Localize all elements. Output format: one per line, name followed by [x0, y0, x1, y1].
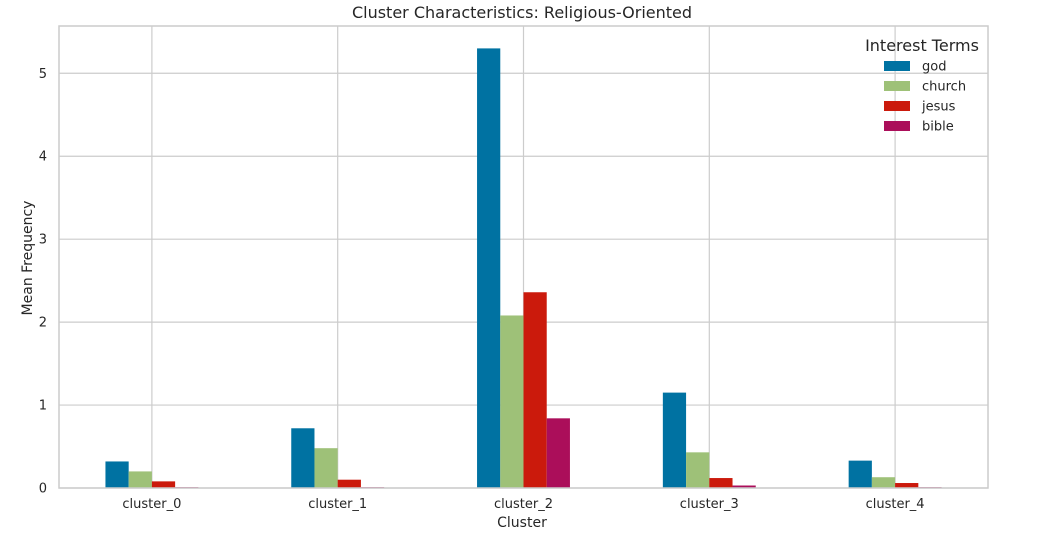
bar-god-cluster_0: [105, 461, 129, 488]
bar-jesus-cluster_1: [337, 479, 361, 488]
x-tick-label: cluster_2: [494, 497, 553, 512]
legend-label: church: [922, 80, 966, 95]
y-tick-label: 1: [39, 399, 47, 414]
legend-swatch-church: [884, 81, 910, 91]
y-axis-label: Mean Frequency: [20, 201, 36, 316]
legend-swatch-god: [884, 61, 910, 71]
legend-items: god church jesus bible: [884, 60, 966, 135]
bar-jesus-cluster_2: [523, 292, 547, 488]
bar-bible-cluster_2: [546, 418, 570, 488]
legend: Interest Terms god church jesus bible: [865, 36, 979, 135]
bar-church-cluster_1: [314, 448, 338, 488]
bar-bible-cluster_3: [732, 485, 756, 488]
plot-frame: [58, 25, 989, 489]
bar-church-cluster_2: [500, 315, 524, 488]
bar-church-cluster_4: [871, 477, 896, 488]
bar-jesus-cluster_0: [151, 481, 176, 488]
x-tick-label: cluster_1: [308, 497, 367, 512]
bar-church-cluster_3: [686, 452, 710, 488]
x-tick-label: cluster_3: [680, 497, 739, 512]
y-tick-label: 2: [39, 316, 47, 331]
legend-swatch-jesus: [884, 101, 910, 111]
y-tick-label: 5: [39, 67, 47, 82]
bar-god-cluster_2: [477, 48, 501, 489]
bar-jesus-cluster_3: [709, 478, 733, 488]
legend-label: god: [922, 60, 946, 75]
legend-label: jesus: [921, 100, 956, 115]
legend-title: Interest Terms: [865, 36, 979, 55]
bar-god-cluster_1: [291, 428, 315, 488]
bar-god-cluster_3: [662, 392, 687, 488]
x-tick-label: cluster_4: [866, 497, 925, 512]
legend-label: bible: [922, 120, 954, 135]
bar-jesus-cluster_4: [895, 483, 919, 488]
legend-swatch-bible: [884, 121, 910, 131]
bar-god-cluster_4: [848, 460, 872, 488]
bar-church-cluster_0: [128, 471, 152, 488]
x-tick-labels: cluster_0 cluster_1 cluster_2 cluster_3 clus…: [122, 497, 924, 512]
y-tick-label: 0: [39, 482, 47, 497]
bars: [105, 48, 942, 489]
x-tick-label: cluster_0: [122, 497, 181, 512]
chart-title: Cluster Characteristics: Religious-Orien…: [352, 3, 692, 22]
x-axis-label: Cluster: [497, 515, 547, 531]
y-tick-labels: 0 1 2 3 4 5: [39, 67, 47, 497]
y-tick-label: 3: [39, 233, 47, 248]
y-tick-label: 4: [39, 150, 47, 165]
